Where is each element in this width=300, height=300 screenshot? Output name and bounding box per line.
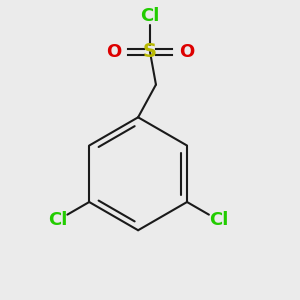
Text: O: O [106, 43, 121, 61]
Text: O: O [179, 43, 194, 61]
Text: Cl: Cl [140, 7, 160, 25]
Text: S: S [143, 42, 157, 62]
Text: Cl: Cl [209, 211, 228, 229]
Text: Cl: Cl [48, 211, 67, 229]
